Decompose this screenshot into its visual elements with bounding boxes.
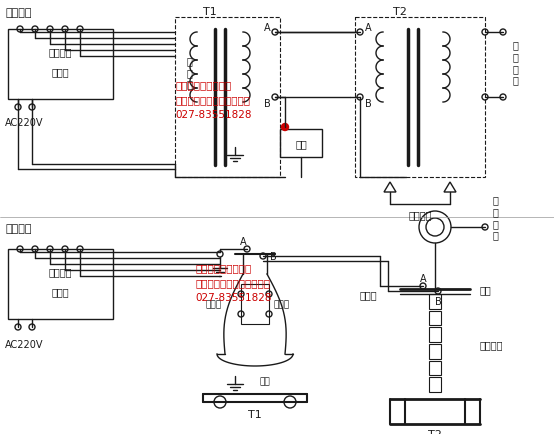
Text: 输出测量: 输出测量	[49, 47, 72, 57]
Text: 控制箱: 控制箱	[52, 286, 69, 296]
Text: 干式试验变压器厂家: 干式试验变压器厂家	[175, 80, 231, 90]
Text: 高
压
输
出: 高 压 输 出	[493, 195, 499, 240]
Text: 接地: 接地	[260, 377, 271, 386]
Text: A: A	[264, 23, 270, 33]
Bar	[429, 378, 441, 392]
Text: 测量: 测量	[295, 139, 307, 149]
Text: 027-83551828: 027-83551828	[175, 110, 252, 120]
Text: 绝缘支架: 绝缘支架	[408, 210, 432, 220]
Text: T1: T1	[203, 7, 217, 17]
Text: T1: T1	[248, 409, 262, 419]
Circle shape	[281, 124, 289, 131]
Text: 输入端: 输入端	[205, 300, 221, 309]
Text: 控制箱: 控制箱	[52, 67, 69, 77]
Text: B: B	[435, 296, 442, 306]
Text: AC220V: AC220V	[5, 339, 44, 349]
Text: 027-83551828: 027-83551828	[195, 293, 271, 302]
Bar	[429, 294, 441, 309]
Text: 接线图：: 接线图：	[5, 224, 32, 233]
Text: B: B	[365, 99, 371, 109]
Text: T2: T2	[428, 429, 442, 434]
Text: T2: T2	[393, 7, 407, 17]
Text: 电气绝缘强度测试仪: 电气绝缘强度测试仪	[195, 263, 252, 273]
Text: 输出测量: 输出测量	[49, 266, 72, 276]
Text: B: B	[264, 99, 270, 109]
Bar	[429, 344, 441, 359]
Bar	[8, 250, 113, 319]
Text: 托盘: 托盘	[480, 284, 492, 294]
Text: 高
压
输
出: 高 压 输 出	[512, 40, 518, 85]
Text: B: B	[270, 251, 276, 261]
Bar	[241, 284, 269, 324]
Bar	[280, 130, 322, 158]
Bar	[8, 30, 113, 100]
Text: 接线柱: 接线柱	[360, 289, 378, 299]
Text: 输
入
端: 输 入 端	[186, 56, 192, 89]
Bar	[175, 18, 280, 178]
Text: 测量端: 测量端	[273, 300, 289, 309]
Bar	[429, 311, 441, 326]
Bar	[429, 328, 441, 342]
Text: 武汉凯迪正大电气有限公司: 武汉凯迪正大电气有限公司	[195, 277, 270, 287]
Text: 绝缘支架: 绝缘支架	[480, 339, 504, 349]
Text: AC220V: AC220V	[5, 118, 44, 128]
Bar	[355, 18, 485, 178]
Text: A: A	[365, 23, 371, 33]
Text: 原理图：: 原理图：	[5, 8, 32, 18]
Bar	[429, 361, 441, 375]
Text: 武汉凯迪正大电气有限公司: 武汉凯迪正大电气有限公司	[175, 95, 250, 105]
Text: A: A	[240, 237, 247, 247]
Text: A: A	[420, 273, 427, 283]
